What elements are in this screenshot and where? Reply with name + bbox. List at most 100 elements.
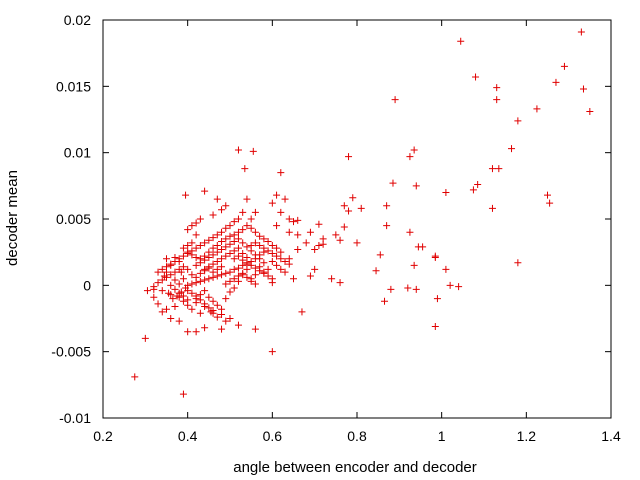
data-point <box>290 275 297 283</box>
data-point <box>218 238 226 246</box>
data-point <box>230 247 238 255</box>
data-point <box>226 288 234 296</box>
data-point <box>372 267 380 275</box>
data-point <box>387 285 395 293</box>
data-point <box>192 219 200 227</box>
data-point <box>383 222 391 230</box>
data-point <box>277 248 285 256</box>
data-point <box>209 244 217 252</box>
data-point <box>169 295 177 303</box>
data-point <box>158 276 166 284</box>
data-point <box>455 283 463 291</box>
data-point <box>154 300 162 308</box>
data-point <box>410 146 418 154</box>
data-point <box>188 222 196 230</box>
x-tick-label: 0.2 <box>93 428 113 444</box>
data-point <box>294 231 302 239</box>
data-point <box>306 228 314 236</box>
data-point <box>175 255 183 263</box>
data-point <box>158 265 166 273</box>
data-point <box>268 242 276 250</box>
data-point <box>175 317 183 325</box>
data-point <box>251 280 259 288</box>
data-point <box>493 96 501 104</box>
data-point <box>234 321 242 329</box>
data-point <box>273 261 281 269</box>
data-point <box>474 181 482 189</box>
data-point <box>179 275 187 283</box>
data-point <box>353 239 361 247</box>
data-point <box>243 265 251 273</box>
data-point <box>158 287 166 295</box>
data-point <box>226 315 234 322</box>
data-point <box>213 242 221 250</box>
data-point <box>171 276 179 284</box>
data-point <box>218 325 226 333</box>
data-point <box>158 308 166 316</box>
data-point <box>230 275 238 283</box>
data-point <box>552 78 560 86</box>
data-point <box>213 301 221 309</box>
y-tick-label: 0.02 <box>64 12 91 28</box>
data-point <box>277 255 285 263</box>
data-point <box>544 191 551 199</box>
data-point <box>243 273 251 281</box>
data-point <box>234 235 242 243</box>
data-point <box>264 238 272 246</box>
data-point <box>268 257 276 265</box>
data-point <box>404 284 412 292</box>
data-point <box>260 244 268 252</box>
data-point <box>406 153 414 161</box>
data-point <box>167 271 175 279</box>
data-point <box>230 218 238 226</box>
data-point <box>251 251 259 259</box>
data-point <box>182 191 190 199</box>
data-point <box>196 215 204 223</box>
data-point <box>205 304 213 312</box>
data-point <box>209 234 217 242</box>
data-point <box>192 261 200 269</box>
data-point <box>175 265 183 273</box>
data-point <box>222 252 230 260</box>
data-point <box>192 273 200 281</box>
data-point <box>184 328 192 336</box>
data-point <box>294 246 302 254</box>
y-axis-label: decoder mean <box>4 170 21 266</box>
data-point <box>230 238 238 246</box>
data-point <box>230 231 238 239</box>
data-point <box>196 242 204 250</box>
data-point <box>285 215 293 223</box>
data-point <box>213 265 221 273</box>
data-point <box>533 105 541 113</box>
y-tick-label: 0 <box>83 277 91 293</box>
data-point <box>222 243 230 251</box>
data-point <box>143 287 151 295</box>
data-point <box>412 182 420 190</box>
data-point <box>222 202 230 210</box>
data-point <box>406 228 414 236</box>
plot-frame <box>102 19 612 419</box>
data-point <box>192 253 200 261</box>
data-point <box>256 267 264 275</box>
data-point <box>281 257 289 265</box>
data-point <box>383 202 391 210</box>
data-point <box>277 169 285 177</box>
data-point <box>294 216 302 224</box>
data-point <box>163 273 170 281</box>
data-point <box>205 264 213 272</box>
data-point <box>239 208 247 216</box>
data-point <box>391 96 399 104</box>
data-point <box>222 269 230 277</box>
data-point <box>222 280 230 288</box>
data-point <box>213 313 221 321</box>
data-point <box>196 277 204 285</box>
data-point <box>184 296 192 304</box>
data-point <box>171 285 179 293</box>
data-point <box>488 165 496 173</box>
data-point <box>264 272 272 280</box>
data-point <box>281 195 289 203</box>
data-point <box>243 222 251 230</box>
data-point <box>226 240 234 248</box>
data-point <box>209 297 217 305</box>
data-point <box>273 244 281 252</box>
